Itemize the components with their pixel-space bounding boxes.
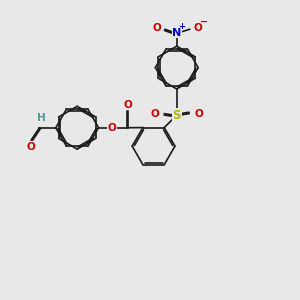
Text: N: N	[172, 28, 182, 38]
Text: H: H	[37, 113, 45, 123]
Text: O: O	[124, 100, 133, 110]
Text: −: −	[200, 17, 208, 27]
Text: O: O	[150, 109, 159, 118]
Text: O: O	[26, 142, 35, 152]
Text: O: O	[194, 109, 203, 118]
Text: O: O	[194, 23, 203, 33]
Text: S: S	[172, 109, 181, 122]
Text: +: +	[178, 22, 185, 31]
Text: O: O	[152, 23, 161, 33]
Text: O: O	[108, 123, 116, 133]
